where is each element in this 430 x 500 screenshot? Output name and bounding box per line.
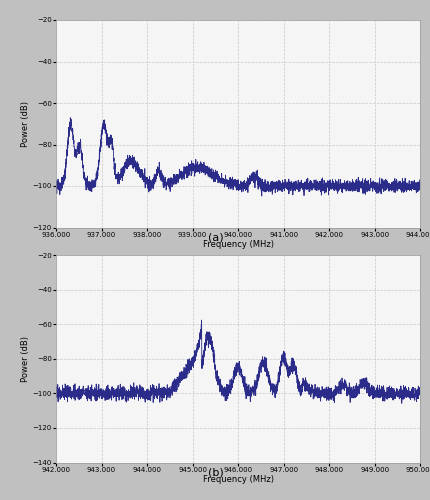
X-axis label: Frequency (MHz): Frequency (MHz) xyxy=(202,476,273,484)
Text: (a): (a) xyxy=(207,232,223,242)
Y-axis label: Power (dB): Power (dB) xyxy=(21,336,30,382)
Y-axis label: Power (dB): Power (dB) xyxy=(21,101,30,147)
X-axis label: Frequency (MHz): Frequency (MHz) xyxy=(202,240,273,250)
Text: (b): (b) xyxy=(207,468,223,477)
